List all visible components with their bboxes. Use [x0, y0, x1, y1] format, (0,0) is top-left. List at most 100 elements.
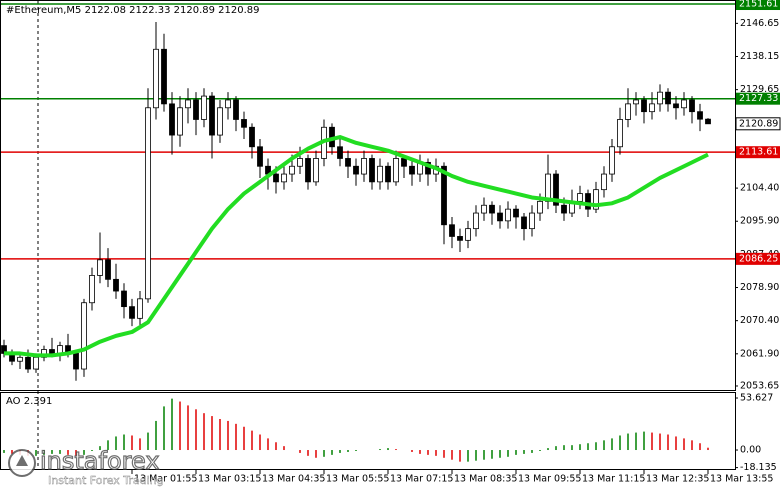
candle-body: [281, 173, 287, 183]
x-tick-label: 13 Mar 05:55: [326, 474, 389, 485]
candle-body: [561, 204, 567, 214]
candle-body: [369, 158, 375, 183]
x-tick-label: 13 Mar 01:55: [134, 474, 197, 485]
candle-body: [153, 48, 159, 109]
candle-body: [465, 228, 471, 241]
candle-body: [585, 193, 591, 210]
candle-body: [377, 165, 383, 183]
y-tick-label: 2061.90: [740, 348, 779, 359]
candle-body: [225, 99, 231, 109]
candle-body: [641, 99, 647, 113]
watermark-logo-mark: [16, 455, 28, 466]
y-tick-label: 2078.90: [740, 282, 779, 293]
candle-body: [97, 259, 103, 276]
candle-body: [105, 259, 111, 280]
candle-body: [297, 158, 303, 167]
osc-tick-label: 53.627: [740, 393, 773, 404]
x-tick-label: 13 Mar 07:15: [390, 474, 453, 485]
candle-body: [401, 158, 407, 167]
candle-body: [481, 204, 487, 214]
y-tick-label: 2104.40: [740, 183, 779, 194]
candle-body: [489, 204, 495, 214]
candle-body: [33, 356, 39, 370]
candle-body: [409, 165, 415, 175]
candle-body: [657, 91, 663, 105]
candle-body: [529, 212, 535, 230]
y-tick-label: 2129.65: [740, 84, 779, 95]
candle-body: [537, 200, 543, 214]
candle-body: [169, 103, 175, 136]
candle-body: [217, 107, 223, 136]
current-price-box: [735, 117, 781, 131]
candle-body: [81, 302, 87, 370]
candle-body: [257, 146, 263, 167]
level-label: 2127.33: [739, 93, 778, 104]
candle-body: [113, 278, 119, 292]
candle-body: [345, 158, 351, 167]
x-tick-label: 13 Mar 13:55: [710, 474, 773, 485]
x-tick-label: 13 Mar 11:15: [582, 474, 645, 485]
candle-body: [201, 95, 207, 120]
candle-body: [385, 165, 391, 183]
candle-body: [73, 353, 79, 370]
y-tick-label: 2138.15: [740, 51, 779, 62]
watermark-slogan: Instant Forex Trading: [48, 474, 164, 487]
x-tick-label: 13 Mar 08:35: [454, 474, 517, 485]
candle-body: [705, 118, 711, 125]
candle-body: [617, 119, 623, 148]
candle-body: [161, 48, 167, 105]
candle-body: [129, 306, 135, 319]
chart-title: #Ethereum,M5 2122.08 2122.33 2120.89 212…: [6, 5, 260, 16]
candle-body: [497, 212, 503, 222]
candle-body: [673, 103, 679, 109]
x-tick-label: 13 Mar 03:15: [198, 474, 261, 485]
y-tick-label: 2070.40: [740, 315, 779, 326]
moving-average: [4, 135, 709, 358]
osc-tick-label: -18.135: [740, 462, 777, 473]
y-tick-label: 2095.90: [740, 216, 779, 227]
candle-body: [441, 165, 447, 226]
level-label-box: [736, 92, 780, 105]
candle-body: [649, 103, 655, 113]
candle-body: [505, 208, 511, 222]
candle-body: [625, 103, 631, 120]
watermark-brand: instaforex: [40, 447, 160, 475]
level-label-box: [736, 146, 780, 159]
candle-body: [665, 91, 671, 105]
x-tick-label: 13 Mar 04:35: [262, 474, 325, 485]
oscillator-panel: [0, 392, 736, 470]
level-label-box: [736, 252, 780, 265]
level-label: 2086.25: [739, 253, 778, 264]
candle-body: [393, 158, 399, 183]
candle-body: [177, 107, 183, 136]
candle-body: [241, 119, 247, 128]
candle-body: [337, 146, 343, 159]
candle-body: [17, 356, 23, 362]
candle-body: [513, 208, 519, 218]
candle-body: [273, 173, 279, 183]
candle-body: [473, 212, 479, 230]
candle-body: [353, 165, 359, 175]
level-label-box: [736, 0, 780, 11]
price-panel: [0, 0, 736, 391]
candle-body: [233, 99, 239, 120]
y-tick-label: 2053.65: [740, 380, 779, 391]
oscillator-label: AO 2.391: [6, 396, 52, 407]
candle-body: [681, 99, 687, 109]
candle-body: [449, 224, 455, 237]
candle-body: [577, 193, 583, 202]
x-tick-label: 13 Mar 12:35: [646, 474, 709, 485]
candle-body: [289, 165, 295, 175]
level-label: 2151.61: [739, 0, 778, 10]
candle-body: [25, 356, 31, 370]
candle-body: [49, 349, 55, 354]
candle-body: [137, 298, 143, 319]
osc-tick-label: 0.00: [740, 445, 761, 456]
candle-body: [361, 158, 367, 175]
current-price-label: 2120.89: [739, 118, 778, 129]
candle-body: [593, 189, 599, 210]
candle-body: [313, 158, 319, 183]
